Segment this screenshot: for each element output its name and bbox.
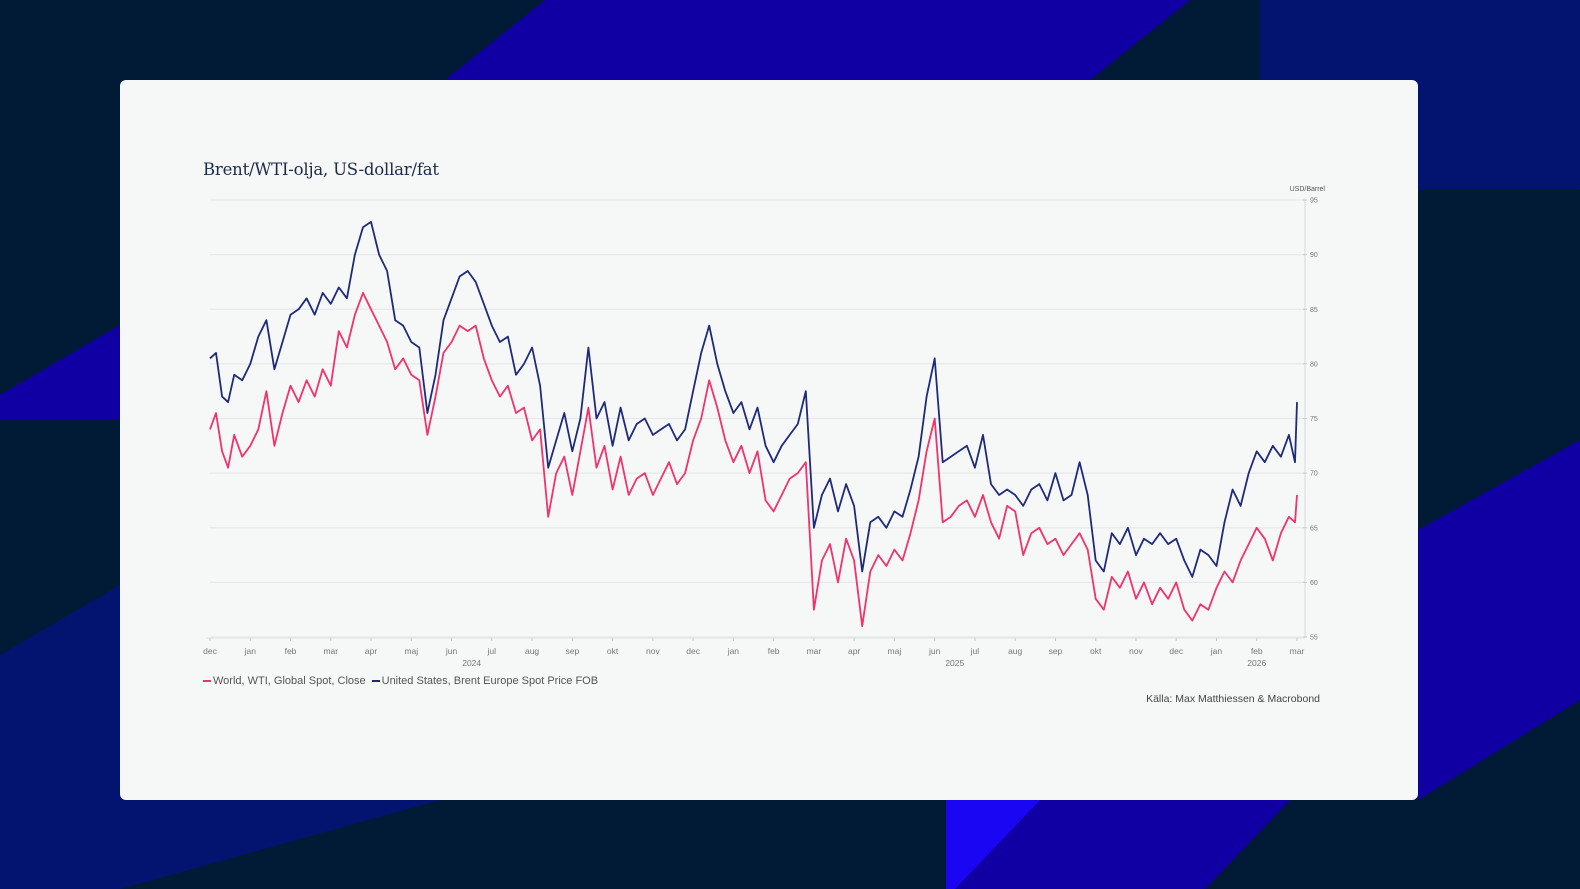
x-tick-label: mar [1290,646,1305,656]
y-tick-label: 95 [1310,198,1318,205]
legend-swatch-wti [203,680,211,682]
series-lines [209,221,1298,627]
legend-swatch-brent [371,680,380,682]
x-year-label: 2025 [945,658,964,668]
legend-item-wti: World, WTI, Global Spot, Close [203,675,366,687]
y-tick-label: 70 [1310,471,1318,478]
x-tick-label: feb [285,646,297,656]
x-tick-label: dec [686,646,700,656]
x-axis: dec jan feb mar apr maj jun jul aug sep okt nov dec j… [203,637,1305,668]
x-year-label: 2024 [462,658,481,668]
x-tick-label: jan [727,646,740,656]
x-tick-label: nov [646,646,660,656]
chart-legend: World, WTI, Global Spot, Close United St… [203,675,598,687]
y-tick-label: 65 [1310,525,1318,532]
x-tick-label: feb [768,646,780,656]
y-axis-unit-label: USD/Barrel [1290,186,1326,193]
x-tick-label: apr [848,646,860,656]
x-tick-label: jan [1210,646,1223,656]
y-tick-label: 80 [1310,361,1318,368]
x-tick-label: nov [1129,646,1143,656]
x-tick-label: okt [1090,646,1102,656]
chart-source: Källa: Max Matthiessen & Macrobond [1146,693,1320,705]
background-stripe-right [1418,440,1580,800]
x-tick-label: jan [244,646,257,656]
background-block-left [0,585,120,889]
x-tick-label: maj [888,646,902,656]
legend-label-wti: World, WTI, Global Spot, Close [213,675,366,687]
x-tick-label: mar [323,646,338,656]
x-tick-label: sep [1049,646,1063,656]
y-tick-label: 75 [1310,416,1318,423]
x-tick-label: aug [525,646,539,656]
x-tick-label: sep [565,646,579,656]
legend-item-brent: United States, Brent Europe Spot Price F… [371,675,599,687]
x-year-label: 2026 [1247,658,1266,668]
legend-label-brent: United States, Brent Europe Spot Price F… [381,675,599,687]
x-tick-label: apr [365,646,377,656]
x-tick-label: dec [203,646,217,656]
background-stripe-left [0,325,120,420]
x-tick-label: jun [928,646,941,656]
background-stripe-bottom [955,800,1290,889]
y-tick-label: 85 [1310,307,1318,314]
x-tick-label: jul [487,646,497,656]
chart-title: Brent/WTI-olja, US-dollar/fat [203,160,439,179]
x-tick-label: feb [1251,646,1263,656]
series-line-wti [209,292,1298,627]
y-tick-label: 55 [1310,635,1318,642]
x-tick-label: jul [970,646,980,656]
gridlines [210,199,1305,638]
x-tick-label: maj [404,646,418,656]
background-stripe-right-dark [1418,190,1580,530]
x-tick-label: mar [807,646,822,656]
background-stripe-top [445,0,1190,80]
y-axis: USD/Barrel 95 90 85 80 75 70 65 60 55 [1290,186,1326,642]
x-tick-label: jun [445,646,458,656]
y-tick-label: 90 [1310,252,1318,259]
x-tick-label: dec [1169,646,1183,656]
x-tick-label: okt [607,646,619,656]
series-line-brent [209,221,1298,578]
x-tick-label: aug [1008,646,1022,656]
y-tick-label: 60 [1310,580,1318,587]
